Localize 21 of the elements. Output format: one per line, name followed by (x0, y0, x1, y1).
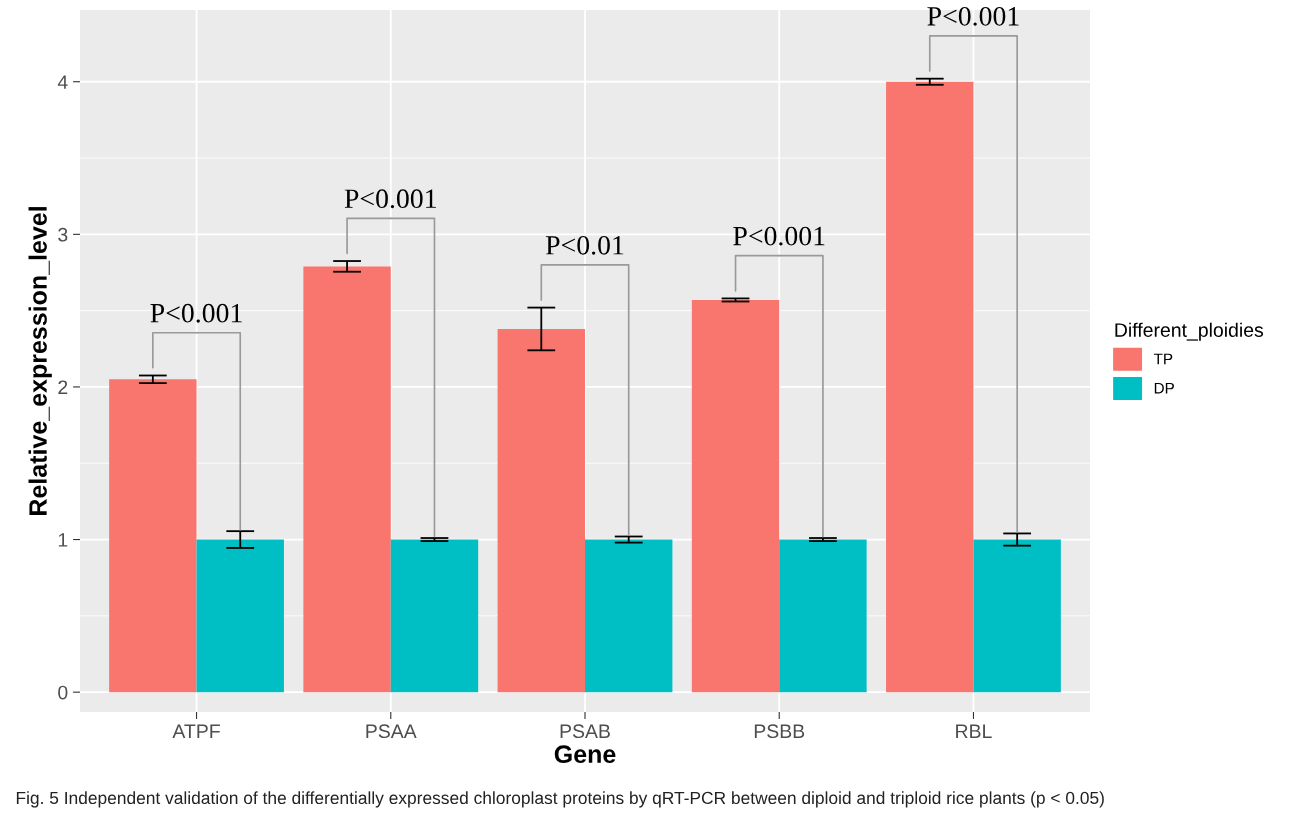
legend-title: Different_ploidies (1115, 322, 1264, 341)
x-axis-title: Gene (554, 745, 616, 764)
x-tick-label: ATPF (172, 724, 220, 738)
annotation: P<0.001 (344, 189, 436, 209)
x-tick-label: PSAB (560, 724, 610, 739)
x-tick-label: RBL (956, 724, 992, 738)
annotation: P<0.01 (545, 235, 624, 255)
y-tick-label: 0 (58, 685, 68, 700)
legend-label: DP (1154, 382, 1174, 394)
annotation: P<0.001 (150, 303, 242, 323)
y-tick-label: 4 (57, 75, 68, 89)
x-tick-label: PSBB (754, 724, 805, 739)
annotation: P<0.001 (733, 226, 825, 246)
legend-label: TP (1153, 353, 1173, 365)
caption: Fig. 5 Independent validation of the differentially expressed chloroplast proteins by qRT-PCR between diploid and triploid rice plants (p < 0.05) (16, 791, 1104, 808)
y-axis-title: Relative_expression_level (28, 207, 52, 515)
x-tick-label: PSAA (366, 724, 417, 739)
annotation: P<0.001 (927, 6, 1019, 26)
y-tick-label: 1 (58, 533, 68, 547)
y-tick-label: 2 (58, 380, 68, 394)
y-tick-label: 3 (58, 227, 68, 242)
